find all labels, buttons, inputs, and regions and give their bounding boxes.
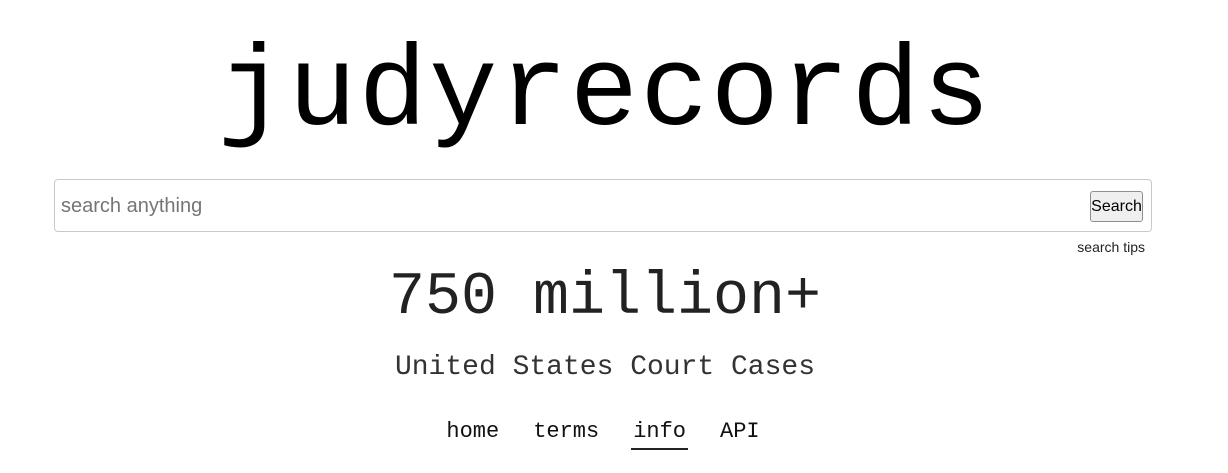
case-count: 750 million+ bbox=[388, 264, 822, 332]
nav-link-api[interactable]: API bbox=[720, 419, 760, 444]
site-logo[interactable]: judyrecords bbox=[217, 30, 993, 159]
search-tips-link[interactable]: search tips bbox=[1077, 239, 1145, 255]
case-count-subtitle: United States Court Cases bbox=[394, 352, 816, 383]
search-button[interactable]: Search bbox=[1090, 191, 1143, 222]
nav-link-home[interactable]: home bbox=[446, 419, 500, 444]
footer-nav: home terms info API bbox=[0, 418, 1206, 450]
nav-link-terms[interactable]: terms bbox=[533, 419, 600, 444]
search-input[interactable] bbox=[61, 188, 1081, 224]
search-bar: Search bbox=[54, 179, 1152, 232]
nav-link-info[interactable]: info bbox=[631, 418, 689, 450]
